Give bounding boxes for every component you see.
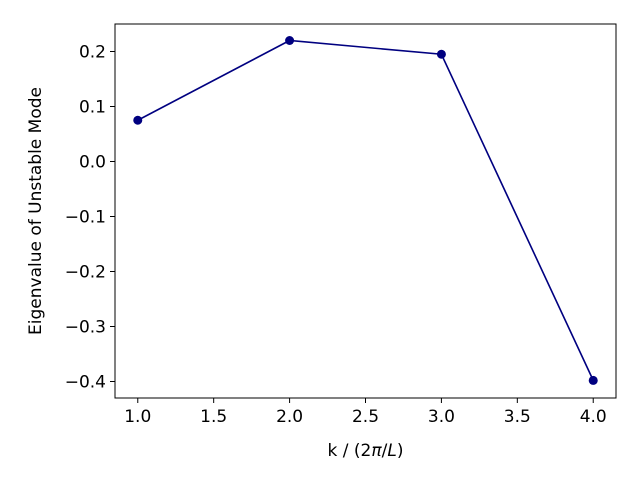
series-line	[137, 39, 594, 381]
y-tick-label: 0.1	[79, 98, 106, 118]
data-point	[133, 115, 143, 125]
data-point	[285, 36, 295, 45]
y-axis-label: Eigenvalue of Unstable Mode	[26, 87, 46, 335]
x-tick-label: 3.0	[428, 407, 455, 427]
series-layer	[133, 36, 598, 385]
plot-frame	[114, 23, 617, 399]
x-tick-label: 2.5	[352, 407, 379, 427]
x-tick-label: 4.0	[580, 407, 607, 427]
data-point	[588, 375, 598, 385]
x-tick-label: 2.0	[276, 407, 303, 427]
x-tick-label: 1.5	[200, 407, 227, 427]
x-tick-label: 1.0	[124, 407, 151, 427]
x-tick-label: 3.5	[504, 407, 531, 427]
y-tick-label: −0.3	[65, 318, 106, 338]
plot-area	[115, 24, 616, 398]
x-axis-ticks: 1.0 1.5 2.0 2.5 3.0 3.5 4.0	[124, 398, 607, 427]
y-tick-label: 0.2	[79, 43, 106, 63]
y-tick-label: −0.2	[65, 263, 106, 283]
y-tick-label: 0.0	[79, 153, 106, 173]
x-axis-label: k / (2π/L)	[328, 441, 404, 461]
data-point	[436, 49, 446, 59]
y-tick-label: −0.4	[65, 373, 106, 393]
y-tick-label: −0.1	[65, 208, 106, 228]
y-axis-ticks: −0.4 −0.3 −0.2 −0.1 0.0 0.1 0.2	[65, 43, 115, 393]
